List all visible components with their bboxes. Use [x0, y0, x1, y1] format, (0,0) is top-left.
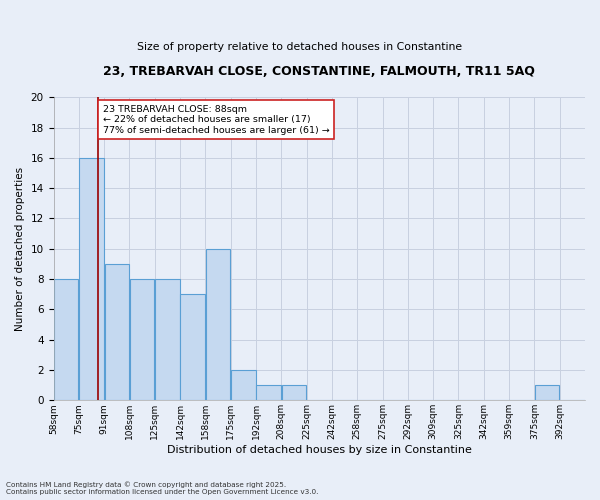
Bar [535, 385, 559, 400]
Text: 23 TREBARVAH CLOSE: 88sqm
← 22% of detached houses are smaller (17)
77% of semi-: 23 TREBARVAH CLOSE: 88sqm ← 22% of detac… [103, 105, 329, 134]
Y-axis label: Number of detached properties: Number of detached properties [15, 166, 25, 331]
X-axis label: Distribution of detached houses by size in Constantine: Distribution of detached houses by size … [167, 445, 472, 455]
Bar [130, 279, 154, 400]
Bar [104, 264, 129, 400]
Title: 23, TREBARVAH CLOSE, CONSTANTINE, FALMOUTH, TR11 5AQ: 23, TREBARVAH CLOSE, CONSTANTINE, FALMOU… [103, 65, 535, 78]
Text: Contains HM Land Registry data © Crown copyright and database right 2025.
Contai: Contains HM Land Registry data © Crown c… [6, 482, 319, 495]
Bar [181, 294, 205, 401]
Bar [281, 385, 306, 400]
Bar [231, 370, 256, 400]
Bar [155, 279, 179, 400]
Bar [206, 249, 230, 400]
Bar [256, 385, 281, 400]
Bar [54, 279, 79, 400]
Text: Size of property relative to detached houses in Constantine: Size of property relative to detached ho… [137, 42, 463, 52]
Bar [79, 158, 104, 400]
